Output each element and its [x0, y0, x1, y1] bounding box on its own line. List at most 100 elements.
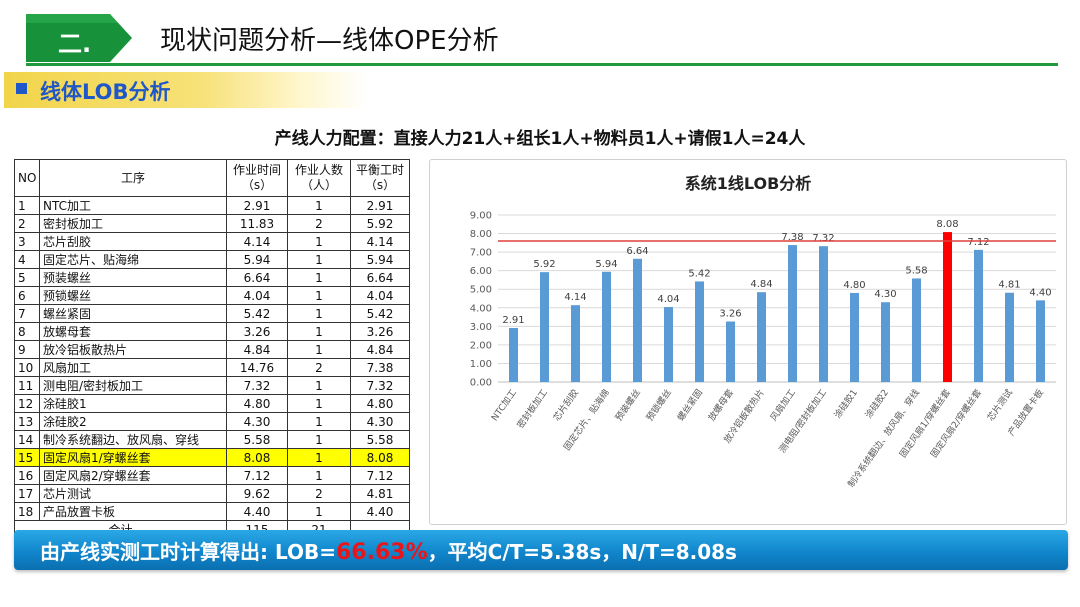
row-time: 9.62 [226, 484, 288, 503]
bar [540, 272, 549, 382]
bar [1005, 292, 1014, 382]
data-label: 4.81 [998, 280, 1020, 291]
table-row: 17 芯片测试 9.62 2 4.81 [14, 484, 410, 503]
square-bullet-icon [16, 83, 27, 94]
row-balanced: 8.08 [350, 448, 410, 467]
row-balanced: 4.81 [350, 484, 410, 503]
row-people: 2 [287, 484, 351, 503]
row-people: 1 [287, 466, 351, 485]
header-balanced: 平衡工时（s） [350, 159, 410, 197]
y-tick-label: 8.00 [470, 229, 492, 240]
row-process: 测电阻/密封板加工 [39, 376, 227, 395]
data-label: 3.26 [719, 309, 741, 320]
row-balanced: 6.64 [350, 268, 410, 287]
row-process: 固定芯片、贴海绵 [39, 250, 227, 269]
x-tick-label: 密封板加工 [514, 387, 550, 431]
row-people: 1 [287, 340, 351, 359]
bar-bottleneck [943, 232, 952, 382]
x-tick-label: 风扇加工 [767, 387, 797, 423]
row-people: 1 [287, 286, 351, 305]
row-people: 1 [287, 430, 351, 449]
data-label: 4.30 [874, 289, 896, 300]
header-time: 作业时间（s） [226, 159, 288, 197]
conclusion-banner: 由产线实测工时计算得出: LOB=66.63%，平均C/T=5.38s，N/T=… [14, 530, 1068, 570]
lob-table: NO 工序 作业时间（s） 作业人数（人） 平衡工时（s） 1 NTC加工 2.91… [14, 159, 410, 539]
row-time: 4.30 [226, 412, 288, 431]
row-process: NTC加工 [39, 196, 227, 215]
row-process: 固定风扇1/穿螺丝套 [39, 448, 227, 467]
row-no: 15 [14, 448, 40, 467]
table-row: 14 制冷系统翻边、放风扇、穿线 5.58 1 5.58 [14, 430, 410, 449]
row-no: 4 [14, 250, 40, 269]
row-balanced: 4.40 [350, 502, 410, 521]
data-label: 4.84 [750, 279, 772, 290]
bar [912, 278, 921, 382]
y-tick-label: 4.00 [470, 303, 492, 314]
data-label: 4.80 [843, 280, 865, 291]
row-no: 8 [14, 322, 40, 341]
bar [695, 281, 704, 382]
row-no: 6 [14, 286, 40, 305]
chart-title: 系统1线LOB分析 [684, 174, 812, 193]
row-time: 3.26 [226, 322, 288, 341]
table-row: 7 螺丝紧固 5.42 1 5.42 [14, 304, 410, 323]
bar [881, 302, 890, 382]
row-people: 1 [287, 196, 351, 215]
row-no: 7 [14, 304, 40, 323]
conclusion-prefix: 由产线实测工时计算得出: LOB= [40, 540, 336, 564]
x-tick-label: 预锁螺丝 [643, 387, 673, 423]
table-row: 1 NTC加工 2.91 1 2.91 [14, 196, 410, 215]
row-people: 1 [287, 268, 351, 287]
row-process: 涂硅胶2 [39, 412, 227, 431]
data-label: 4.14 [564, 292, 586, 303]
row-people: 1 [287, 502, 351, 521]
bar [509, 328, 518, 382]
y-tick-label: 2.00 [470, 340, 492, 351]
row-process: 预锁螺丝 [39, 286, 227, 305]
row-balanced: 2.91 [350, 196, 410, 215]
data-label: 7.32 [812, 233, 834, 244]
bar [602, 271, 611, 382]
row-time: 5.94 [226, 250, 288, 269]
header-no: NO [14, 159, 40, 197]
staffing-summary: 产线人力配置：直接人力21人+组长1人+物料员1人+请假1人=24人 [274, 129, 806, 149]
table-row: 9 放冷铝板散热片 4.84 1 4.84 [14, 340, 410, 359]
y-tick-label: 0.00 [470, 378, 492, 389]
table-row: 4 固定芯片、贴海绵 5.94 1 5.94 [14, 250, 410, 269]
row-time: 4.40 [226, 502, 288, 521]
table-row: 11 测电阻/密封板加工 7.32 1 7.32 [14, 376, 410, 395]
conclusion-suffix: ，平均C/T=5.38s，N/T=8.08s [427, 540, 737, 564]
row-people: 1 [287, 394, 351, 413]
row-people: 1 [287, 412, 351, 431]
table-header-row: NO 工序 作业时间（s） 作业人数（人） 平衡工时（s） [14, 159, 410, 197]
row-process: 芯片刮胶 [39, 232, 227, 251]
row-people: 1 [287, 448, 351, 467]
y-tick-label: 3.00 [470, 322, 492, 333]
y-tick-label: 5.00 [470, 285, 492, 296]
row-no: 13 [14, 412, 40, 431]
row-people: 1 [287, 376, 351, 395]
data-label: 5.94 [595, 259, 617, 270]
row-process: 密封板加工 [39, 214, 227, 233]
row-no: 17 [14, 484, 40, 503]
x-tick-label: 放螺母套 [705, 387, 735, 423]
row-time: 11.83 [226, 214, 288, 233]
x-tick-label: 预装螺丝 [612, 387, 642, 423]
row-people: 1 [287, 322, 351, 341]
row-people: 2 [287, 358, 351, 377]
row-balanced: 5.92 [350, 214, 410, 233]
row-balanced: 4.04 [350, 286, 410, 305]
table-row: 13 涂硅胶2 4.30 1 4.30 [14, 412, 410, 431]
bar [664, 307, 673, 382]
row-no: 14 [14, 430, 40, 449]
y-tick-label: 7.00 [470, 248, 492, 259]
row-time: 4.84 [226, 340, 288, 359]
bar [850, 292, 859, 382]
subtitle-bar [4, 72, 368, 108]
row-process: 产品放置卡板 [39, 502, 227, 521]
table-row: 10 风扇加工 14.76 2 7.38 [14, 358, 410, 377]
row-balanced: 5.42 [350, 304, 410, 323]
data-label: 4.04 [657, 294, 679, 305]
x-tick-label: 涂硅胶2 [862, 387, 891, 421]
page-title: 现状问题分析—线体OPE分析 [160, 26, 499, 56]
